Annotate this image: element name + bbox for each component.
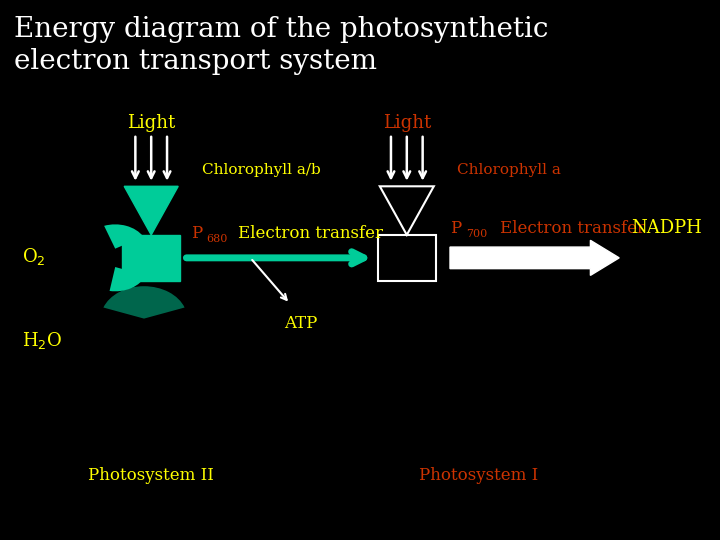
Text: P: P xyxy=(191,225,202,242)
Wedge shape xyxy=(104,225,143,249)
Text: Photosystem II: Photosystem II xyxy=(89,467,214,484)
Wedge shape xyxy=(109,267,145,291)
Text: P: P xyxy=(450,220,462,237)
Polygon shape xyxy=(124,186,179,235)
Text: 680: 680 xyxy=(207,234,228,244)
Text: O$_2$: O$_2$ xyxy=(22,246,45,267)
Bar xyxy=(378,235,436,281)
FancyArrow shape xyxy=(450,240,619,275)
Text: Electron transfer: Electron transfer xyxy=(500,220,645,237)
Text: Light: Light xyxy=(127,114,176,132)
Text: Chlorophyll a: Chlorophyll a xyxy=(457,163,561,177)
Text: H$_2$O: H$_2$O xyxy=(22,330,62,350)
Text: Photosystem I: Photosystem I xyxy=(419,467,539,484)
Text: Electron transfer: Electron transfer xyxy=(238,225,382,242)
Text: Light: Light xyxy=(382,114,431,132)
Text: Energy diagram of the photosynthetic
electron transport system: Energy diagram of the photosynthetic ele… xyxy=(14,16,549,76)
Wedge shape xyxy=(104,286,184,319)
Bar xyxy=(122,235,180,281)
Text: Chlorophyll a/b: Chlorophyll a/b xyxy=(202,163,320,177)
Text: NADPH: NADPH xyxy=(631,219,702,237)
Text: 700: 700 xyxy=(466,228,487,239)
Text: ATP: ATP xyxy=(284,314,318,332)
